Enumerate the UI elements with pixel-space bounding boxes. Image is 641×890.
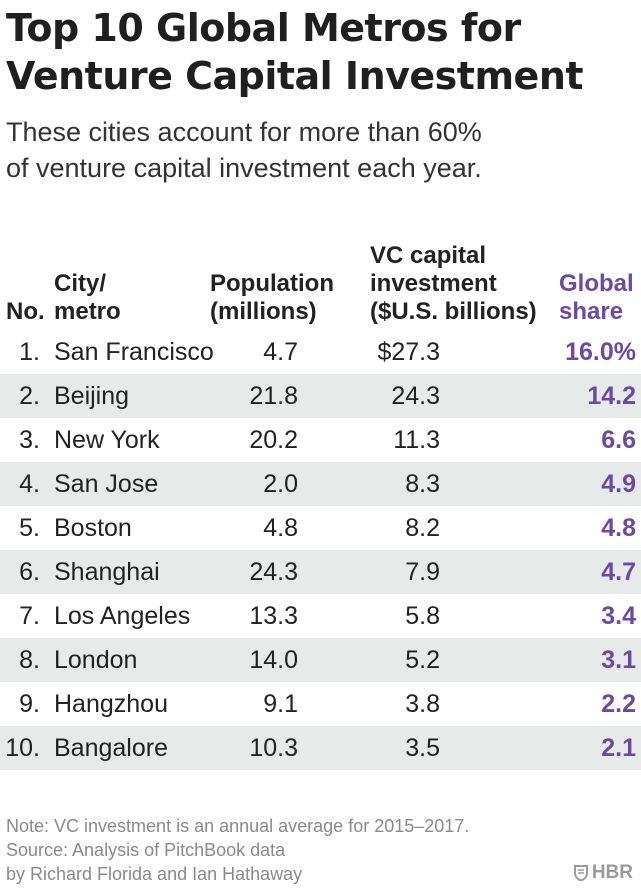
- header-line: City/: [54, 270, 107, 297]
- chart-title: Top 10 Global Metros for Venture Capital…: [6, 4, 636, 100]
- table-row: 9. Hangzhou 9.1 3.8 2.2: [0, 682, 641, 726]
- city-cell: San Jose: [54, 470, 159, 498]
- footnote-line: Source: Analysis of PitchBook data: [6, 840, 286, 860]
- vc-investment-cell: 3.5: [405, 734, 440, 762]
- global-share-cell: 16.0%: [565, 338, 636, 366]
- header-line: No.: [6, 298, 45, 325]
- table-row: 3. New York 20.2 11.3 6.6: [0, 418, 641, 462]
- footnote: Note: VC investment is an annual average…: [6, 814, 469, 886]
- city-cell: San Francisco: [54, 338, 214, 366]
- city-cell: Beijing: [54, 382, 130, 410]
- header-line: investment: [370, 270, 497, 297]
- population-cell: 10.3: [249, 734, 298, 762]
- header-city: City/ metro: [54, 270, 121, 326]
- header-line: (millions): [210, 298, 317, 325]
- rank-cell: 10.: [5, 734, 40, 762]
- vc-investment-cell: 8.3: [405, 470, 440, 498]
- population-cell: 14.0: [249, 646, 298, 674]
- rank-cell: 6.: [19, 558, 40, 586]
- global-share-cell: 2.1: [601, 734, 636, 762]
- header-population: Population (millions): [210, 270, 334, 326]
- population-cell: 21.8: [249, 382, 298, 410]
- footnote-line: by Richard Florida and Ian Hathaway: [6, 864, 303, 884]
- global-share-cell: 4.7: [601, 558, 636, 586]
- global-share-cell: 2.2: [601, 690, 636, 718]
- table-row: 8. London 14.0 5.2 3.1: [0, 638, 641, 682]
- vc-investment-cell: 8.2: [405, 514, 440, 542]
- rank-cell: 1.: [19, 338, 40, 366]
- table-row: 7. Los Angeles 13.3 5.8 3.4: [0, 594, 641, 638]
- hbr-logo: HBR: [573, 862, 633, 884]
- header-line: VC capital: [370, 242, 487, 269]
- title-line: Top 10 Global Metros for: [6, 6, 521, 50]
- rank-cell: 7.: [19, 602, 40, 630]
- table-row: 5. Boston 4.8 8.2 4.8: [0, 506, 641, 550]
- vc-investment-cell: 11.3: [393, 426, 440, 454]
- vc-investment-cell: $27.3: [377, 338, 440, 366]
- table-header: No. City/ metro Population (millions) VC…: [0, 234, 641, 326]
- shield-icon: [573, 865, 588, 881]
- vc-investment-cell: 3.8: [405, 690, 440, 718]
- population-cell: 2.0: [263, 470, 298, 498]
- global-share-cell: 3.4: [601, 602, 636, 630]
- city-cell: London: [54, 646, 138, 674]
- global-share-cell: 14.2: [587, 382, 636, 410]
- rank-cell: 4.: [19, 470, 40, 498]
- rank-cell: 5.: [19, 514, 40, 542]
- header-no: No.: [6, 298, 45, 326]
- global-share-cell: 6.6: [601, 426, 636, 454]
- vc-investment-cell: 5.8: [405, 602, 440, 630]
- title-line: Venture Capital Investment: [6, 54, 584, 98]
- header-vc-investment: VC capital investment ($U.S. billions): [370, 242, 537, 326]
- header-line: metro: [54, 298, 121, 325]
- table-row: 6. Shanghai 24.3 7.9 4.7: [0, 550, 641, 594]
- population-cell: 24.3: [249, 558, 298, 586]
- city-cell: Los Angeles: [54, 602, 191, 630]
- header-line: share: [559, 298, 624, 325]
- city-cell: Hangzhou: [54, 690, 168, 718]
- subtitle-line: of venture capital investment each year.: [6, 153, 482, 183]
- rank-cell: 9.: [19, 690, 40, 718]
- city-cell: Bangalore: [54, 734, 168, 762]
- population-cell: 4.7: [263, 338, 298, 366]
- table-body: 1. San Francisco 4.7 $27.3 16.0% 2. Beijing 21.…: [0, 330, 641, 770]
- city-cell: Boston: [54, 514, 132, 542]
- footnote-line: Note: VC investment is an annual average…: [6, 816, 470, 836]
- chart-subtitle: These cities account for more than 60% o…: [6, 114, 636, 186]
- header-global-share: Global share: [559, 270, 634, 326]
- rank-cell: 8.: [19, 646, 40, 674]
- city-cell: Shanghai: [54, 558, 160, 586]
- table-row: 2. Beijing 21.8 24.3 14.2: [0, 374, 641, 418]
- population-cell: 20.2: [249, 426, 298, 454]
- rank-cell: 2.: [19, 382, 40, 410]
- vc-investment-cell: 5.2: [405, 646, 440, 674]
- global-share-cell: 3.1: [601, 646, 636, 674]
- table-row: 4. San Jose 2.0 8.3 4.9: [0, 462, 641, 506]
- city-cell: New York: [54, 426, 160, 454]
- logo-text: HBR: [591, 862, 633, 883]
- vc-investment-cell: 24.3: [391, 382, 440, 410]
- header-line: Population: [210, 270, 334, 297]
- subtitle-line: These cities account for more than 60%: [6, 117, 482, 147]
- population-cell: 9.1: [263, 690, 298, 718]
- population-cell: 13.3: [249, 602, 298, 630]
- table-row: 10. Bangalore 10.3 3.5 2.1: [0, 726, 641, 770]
- global-share-cell: 4.9: [601, 470, 636, 498]
- header-line: Global: [559, 270, 634, 297]
- population-cell: 4.8: [263, 514, 298, 542]
- header-line: ($U.S. billions): [370, 298, 537, 325]
- global-share-cell: 4.8: [601, 514, 636, 542]
- rank-cell: 3.: [19, 426, 40, 454]
- vc-investment-cell: 7.9: [405, 558, 440, 586]
- table-row: 1. San Francisco 4.7 $27.3 16.0%: [0, 330, 641, 374]
